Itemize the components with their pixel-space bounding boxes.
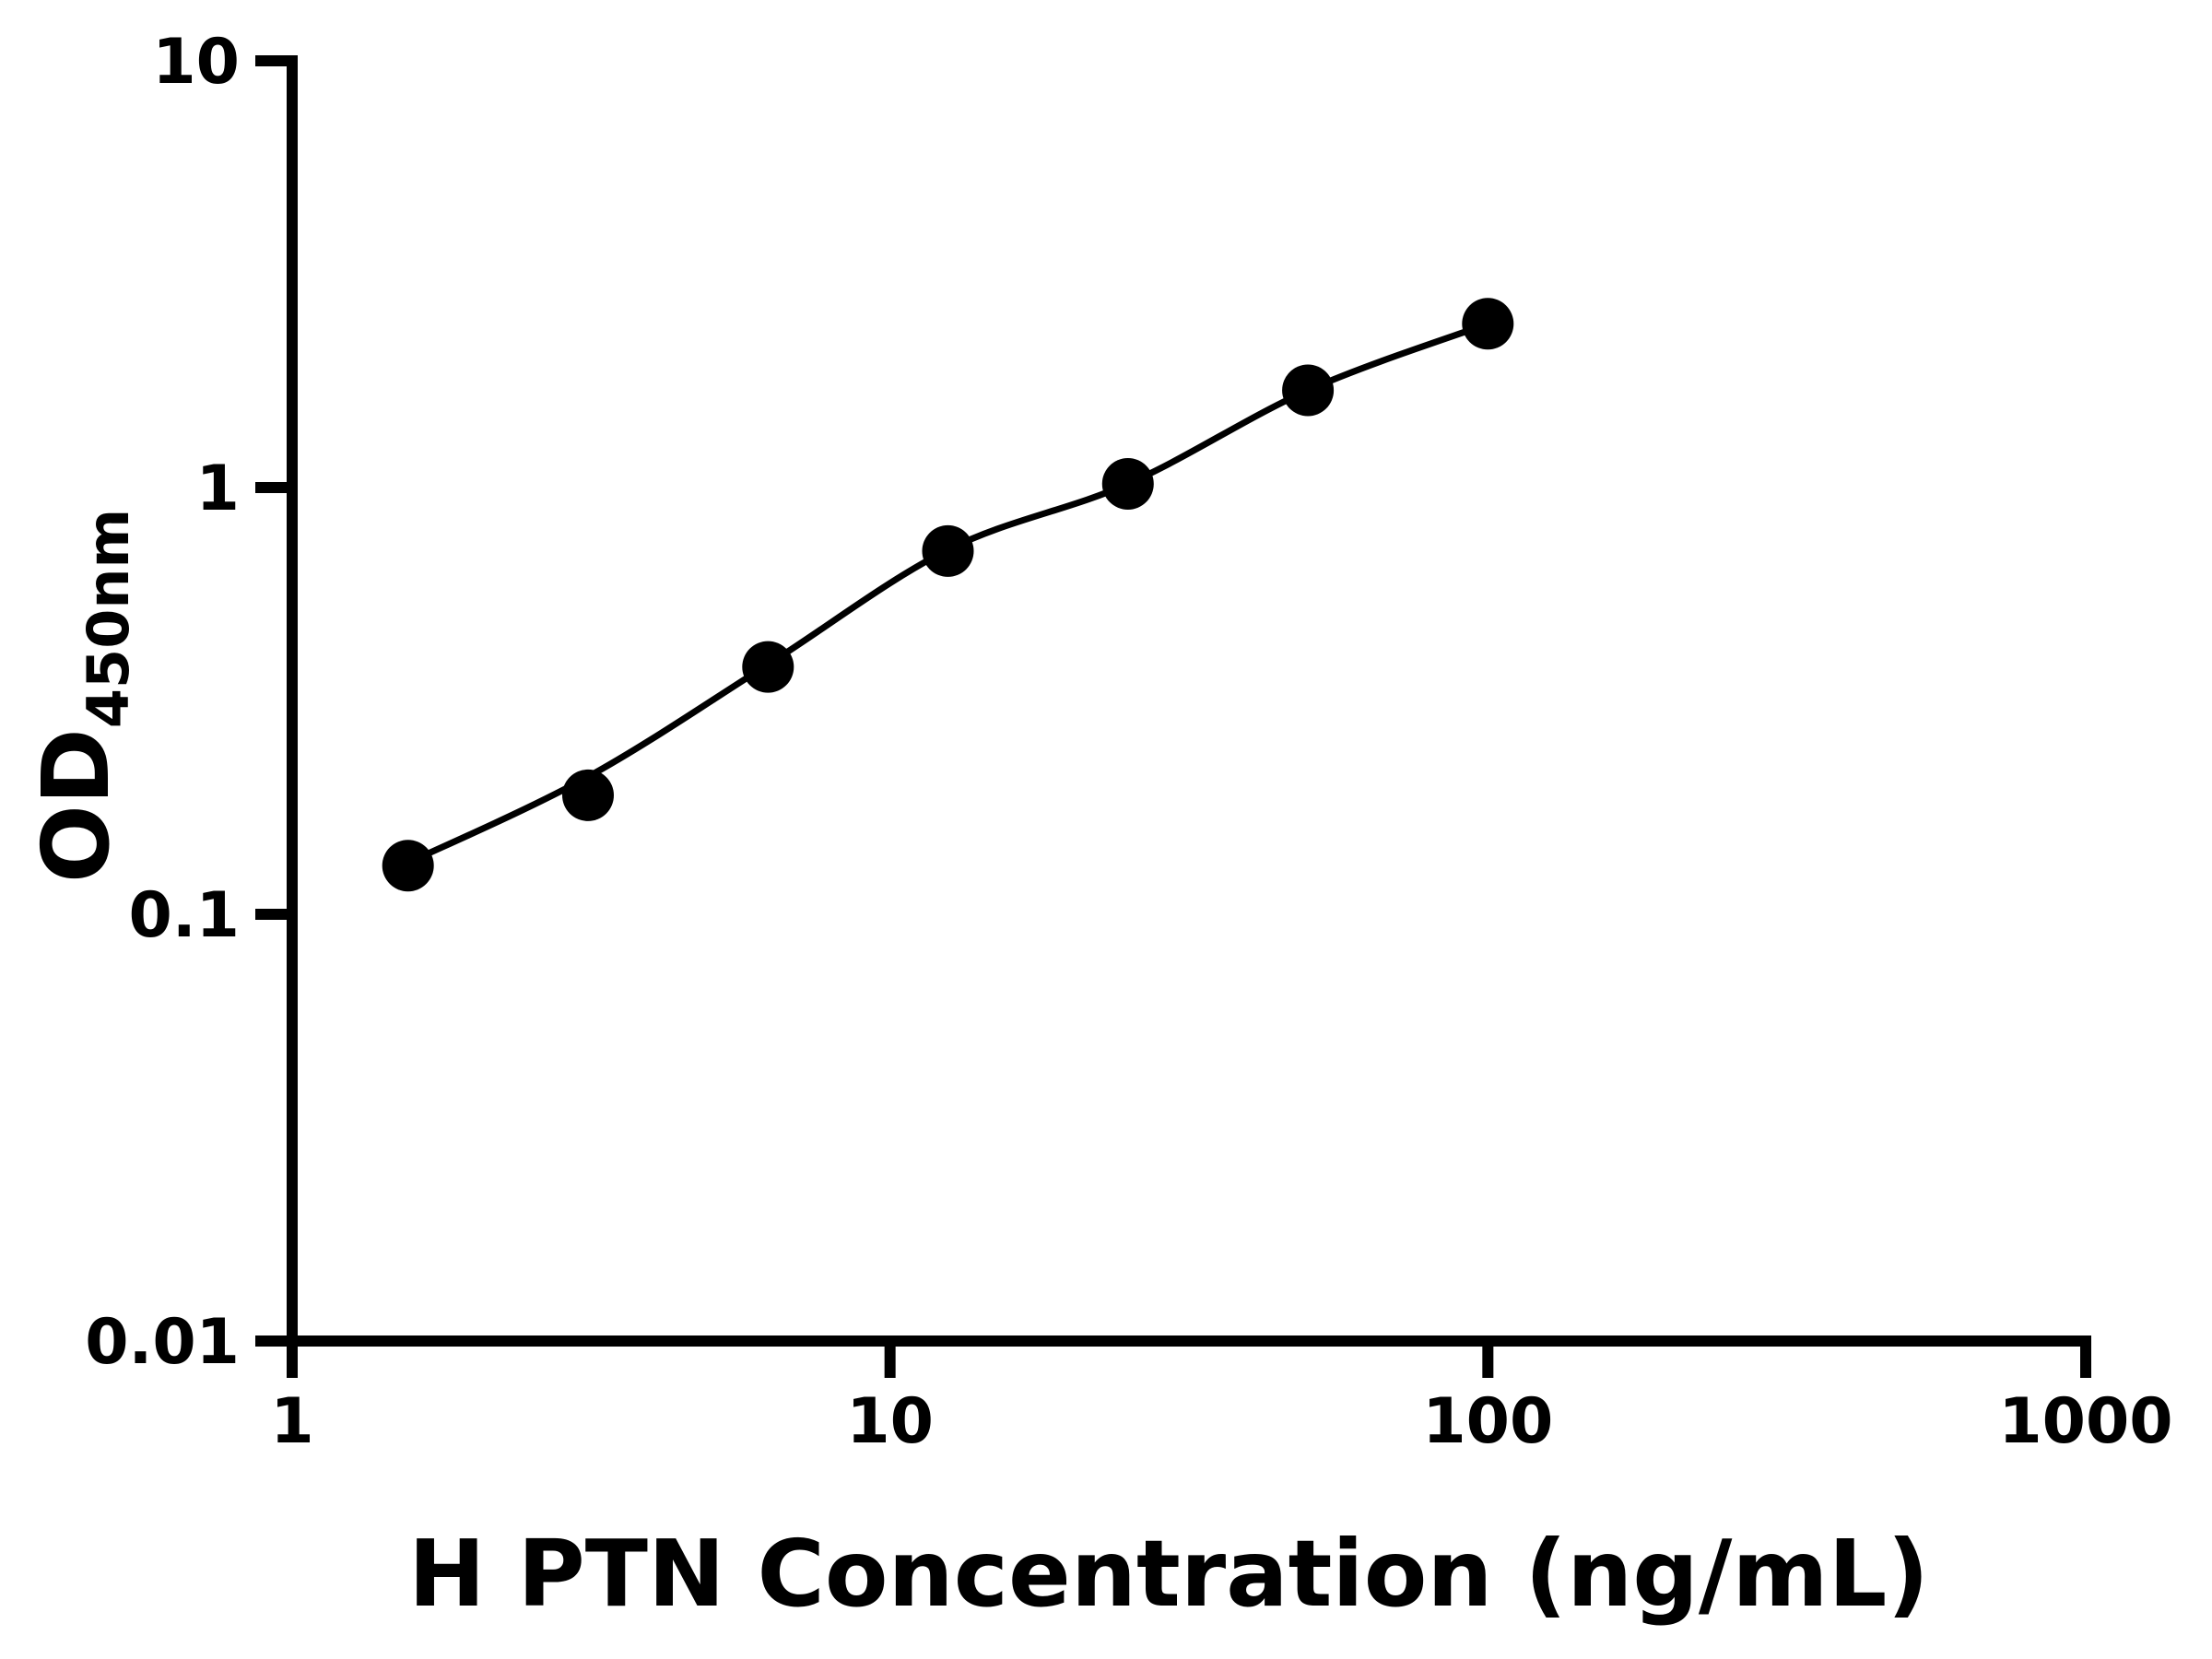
x-tick-label: 1 bbox=[270, 1385, 313, 1458]
y-axis-title-subscript: 450nm bbox=[75, 509, 142, 728]
data-point bbox=[1282, 364, 1335, 417]
x-tick-label: 100 bbox=[1422, 1385, 1553, 1458]
plot-series bbox=[382, 298, 1514, 892]
y-tick-label: 10 bbox=[152, 26, 240, 99]
data-point bbox=[1101, 458, 1154, 510]
data-point bbox=[382, 840, 434, 892]
data-point bbox=[1462, 298, 1514, 350]
data-point bbox=[742, 641, 794, 693]
axes: 10 1 0.1 0.01 1 10 100 1000 bbox=[85, 26, 2172, 1458]
y-tick-label: 0.01 bbox=[85, 1306, 240, 1379]
x-tick-label: 10 bbox=[846, 1385, 934, 1458]
data-point bbox=[922, 524, 974, 577]
y-tick-label: 1 bbox=[196, 453, 240, 525]
y-tick-label: 0.1 bbox=[129, 879, 240, 952]
data-point bbox=[562, 769, 614, 821]
x-axis-title: H PTN Concentration (ng/mL) bbox=[408, 1520, 1929, 1628]
y-axis-title-main: OD bbox=[22, 728, 130, 883]
x-tick-label: 1000 bbox=[1998, 1385, 2172, 1458]
y-axis-title: OD450nm bbox=[22, 509, 142, 883]
